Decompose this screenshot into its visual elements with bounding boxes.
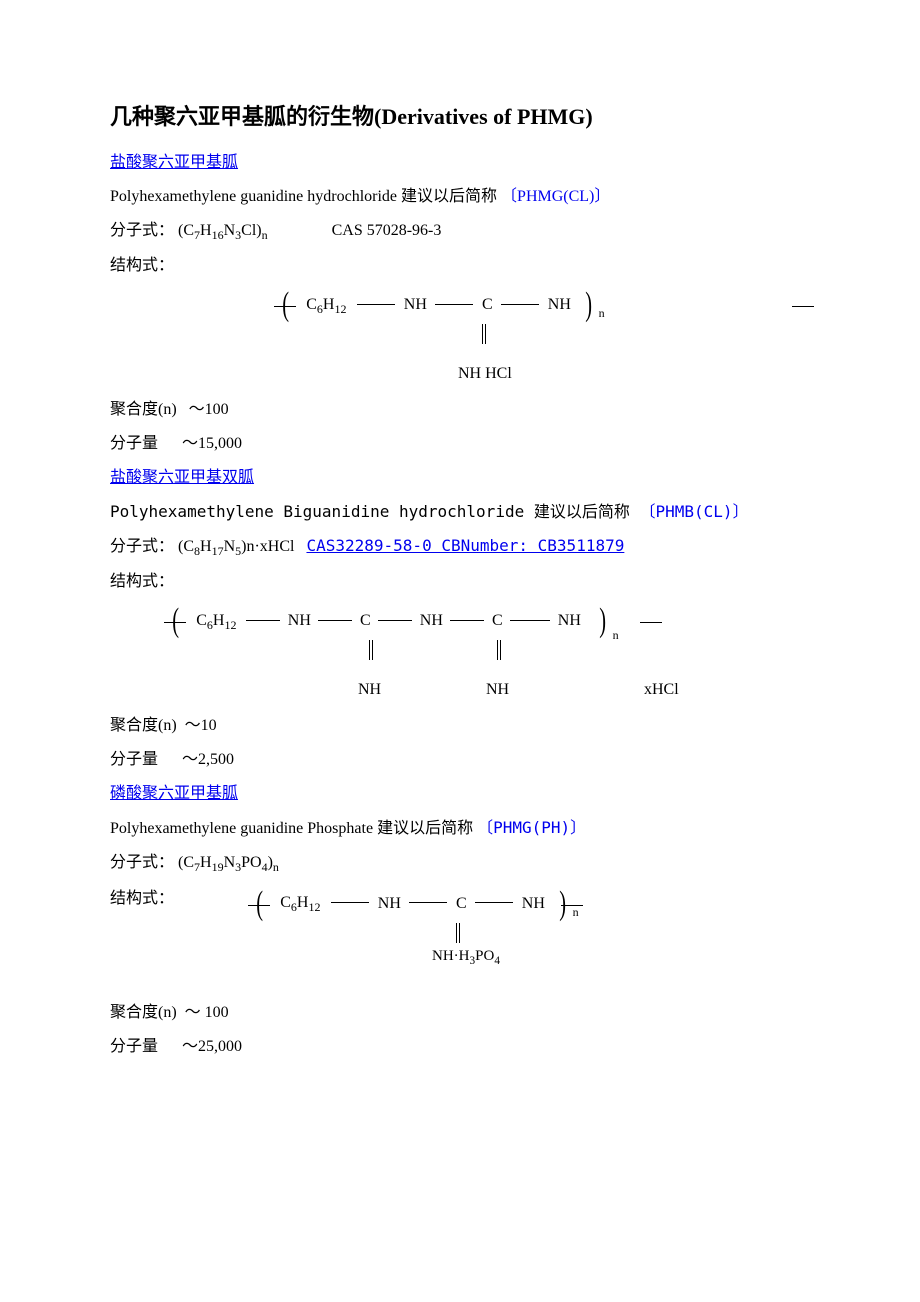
section-2-header-link[interactable]: 盐酸聚六亚甲基双胍	[110, 466, 810, 490]
s1-formula: (C7H16N3Cl)n	[178, 222, 268, 239]
c6h12: C6H12	[191, 609, 241, 634]
section-1-header-link[interactable]: 盐酸聚六亚甲基胍	[110, 151, 810, 175]
degree-label: 聚合度(n)	[110, 401, 177, 418]
double-bond	[456, 923, 460, 943]
s3-struct-label: 结构式：	[110, 887, 174, 982]
s1-mw: 分子量 ～15,000	[110, 432, 810, 456]
formula-label: 分子式：	[110, 854, 174, 871]
nh-h3po4: NH·H3PO4	[432, 945, 579, 970]
section-3-header-link[interactable]: 磷酸聚六亚甲基胍	[110, 782, 810, 806]
nh: NH	[285, 609, 313, 633]
s2-formula-line: 分子式： (C8H17N5)n·xHCl CAS32289-58-0 CBNum…	[110, 534, 810, 560]
nh: NH	[358, 678, 386, 702]
s3-formula: (C7H19N3PO4)n	[178, 854, 279, 871]
s2-degree: 聚合度(n) ～10	[110, 714, 810, 738]
c: C	[453, 892, 469, 916]
s3-degree: 聚合度(n) ～ 100	[110, 1001, 810, 1025]
nh: NH	[555, 609, 583, 633]
s3-name-en: Polyhexamethylene guanidine Phosphate	[110, 820, 373, 837]
paren-right: )	[586, 288, 593, 322]
mw-val: ～25,000	[182, 1038, 242, 1055]
degree-val: ～100	[189, 401, 229, 418]
formula-label: 分子式：	[110, 538, 174, 555]
n-sub: n	[613, 626, 619, 644]
s1-structure: ( C6H12 NH C NH ) n NH HCl	[280, 288, 810, 386]
paren-left: (	[256, 887, 263, 921]
s2-structure: ( C6H12 NH C NH C NH ) n NH NH xHCl	[170, 604, 810, 702]
mw-label: 分子量	[110, 1038, 158, 1055]
nh: NH	[486, 678, 514, 702]
s1-suggest: 建议以后简称	[397, 188, 497, 205]
c: C	[479, 293, 495, 317]
nh: NH	[545, 293, 573, 317]
s3-alias: 〔PHMG(PH)〕	[477, 818, 586, 837]
s1-alias: 〔PHMG(CL)〕	[501, 188, 610, 205]
s2-cas-link[interactable]: CAS32289-58-0 CBNumber: CB3511879	[306, 536, 624, 555]
s1-cas: CAS 57028-96-3	[332, 222, 442, 239]
nh: NH	[401, 293, 429, 317]
paren-left: (	[172, 604, 179, 638]
paren-left: (	[282, 288, 289, 322]
s1-name-line: Polyhexamethylene guanidine hydrochlorid…	[110, 185, 810, 209]
c: C	[489, 609, 505, 633]
double-bond	[482, 324, 486, 344]
page-title: 几种聚六亚甲基胍的衍生物(Derivatives of PHMG)	[110, 100, 810, 133]
nh: NH	[519, 892, 547, 916]
s3-structure: ( C6H12 NH C NH ) n NH·H3PO4	[254, 887, 579, 970]
s2-alias: 〔PHMB(CL)〕	[640, 502, 749, 521]
s1-name-en: Polyhexamethylene guanidine hydrochlorid…	[110, 188, 397, 205]
c: C	[357, 609, 373, 633]
nh-hcl: NH HCl	[458, 362, 810, 386]
s3-suggest: 建议以后简称	[373, 820, 473, 837]
s1-formula-line: 分子式： (C7H16N3Cl)n CAS 57028-96-3	[110, 219, 810, 244]
degree-label: 聚合度(n)	[110, 1004, 177, 1021]
s2-suggest: 建议以后简称	[524, 502, 630, 521]
s3-formula-line: 分子式： (C7H19N3PO4)n	[110, 851, 810, 876]
mw-label: 分子量	[110, 751, 158, 768]
s2-name-en: Polyhexamethylene Biguanidine hydrochlor…	[110, 502, 524, 521]
s1-degree: 聚合度(n) ～100	[110, 398, 810, 422]
formula-label: 分子式：	[110, 222, 174, 239]
title-en: (Derivatives of PHMG)	[374, 104, 593, 129]
c6h12: C6H12	[301, 293, 351, 318]
nh: NH	[417, 609, 445, 633]
double-bond	[497, 640, 501, 660]
s2-formula: (C8H17N5)n·xHCl	[178, 538, 294, 555]
degree-val: ～10	[185, 717, 217, 734]
s2-mw: 分子量 ～2,500	[110, 748, 810, 772]
s2-struct-label: 结构式：	[110, 570, 810, 594]
s3-formula-n: n	[273, 861, 279, 875]
paren-right: )	[560, 887, 567, 921]
degree-label: 聚合度(n)	[110, 717, 177, 734]
mw-val: ～2,500	[182, 751, 234, 768]
mw-label: 分子量	[110, 435, 158, 452]
s1-struct-label: 结构式：	[110, 254, 810, 278]
c6h12: C6H12	[275, 891, 325, 916]
s3-name-line: Polyhexamethylene guanidine Phosphate 建议…	[110, 816, 810, 841]
xhcl: xHCl	[644, 678, 679, 702]
s3-struct-row: 结构式： ( C6H12 NH C NH ) n NH·H3PO4	[110, 887, 810, 982]
s3-mw: 分子量 ～25,000	[110, 1035, 810, 1059]
nh: NH	[375, 892, 403, 916]
degree-val: ～ 100	[185, 1004, 229, 1021]
double-bond	[369, 640, 373, 660]
paren-right: )	[600, 604, 607, 638]
s1-formula-n: n	[262, 228, 268, 242]
s2-name-line: Polyhexamethylene Biguanidine hydrochlor…	[110, 500, 810, 524]
n-sub: n	[599, 304, 605, 322]
mw-val: ～15,000	[182, 435, 242, 452]
title-zh: 几种聚六亚甲基胍的衍生物	[110, 104, 374, 129]
